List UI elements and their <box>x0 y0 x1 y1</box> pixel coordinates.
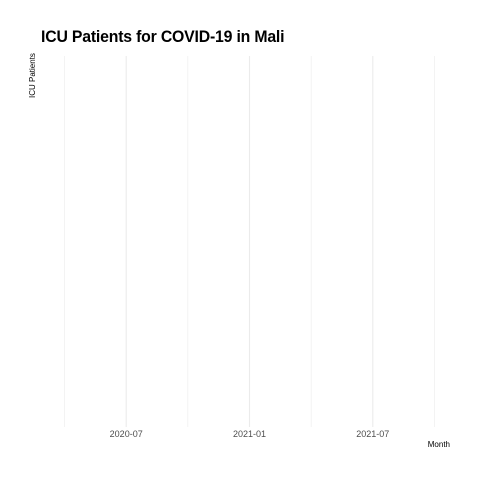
minor-gridlines <box>64 56 435 427</box>
chart-title: ICU Patients for COVID-19 in Mali <box>41 27 285 46</box>
major-gridlines <box>125 56 374 427</box>
x-tick-label: 2021-01 <box>233 429 266 439</box>
x-tick-labels: 2020-07 2021-01 2021-07 <box>110 429 390 439</box>
x-tick-label: 2021-07 <box>356 429 389 439</box>
x-tick-label: 2020-07 <box>110 429 143 439</box>
x-axis-label: Month <box>427 440 450 449</box>
